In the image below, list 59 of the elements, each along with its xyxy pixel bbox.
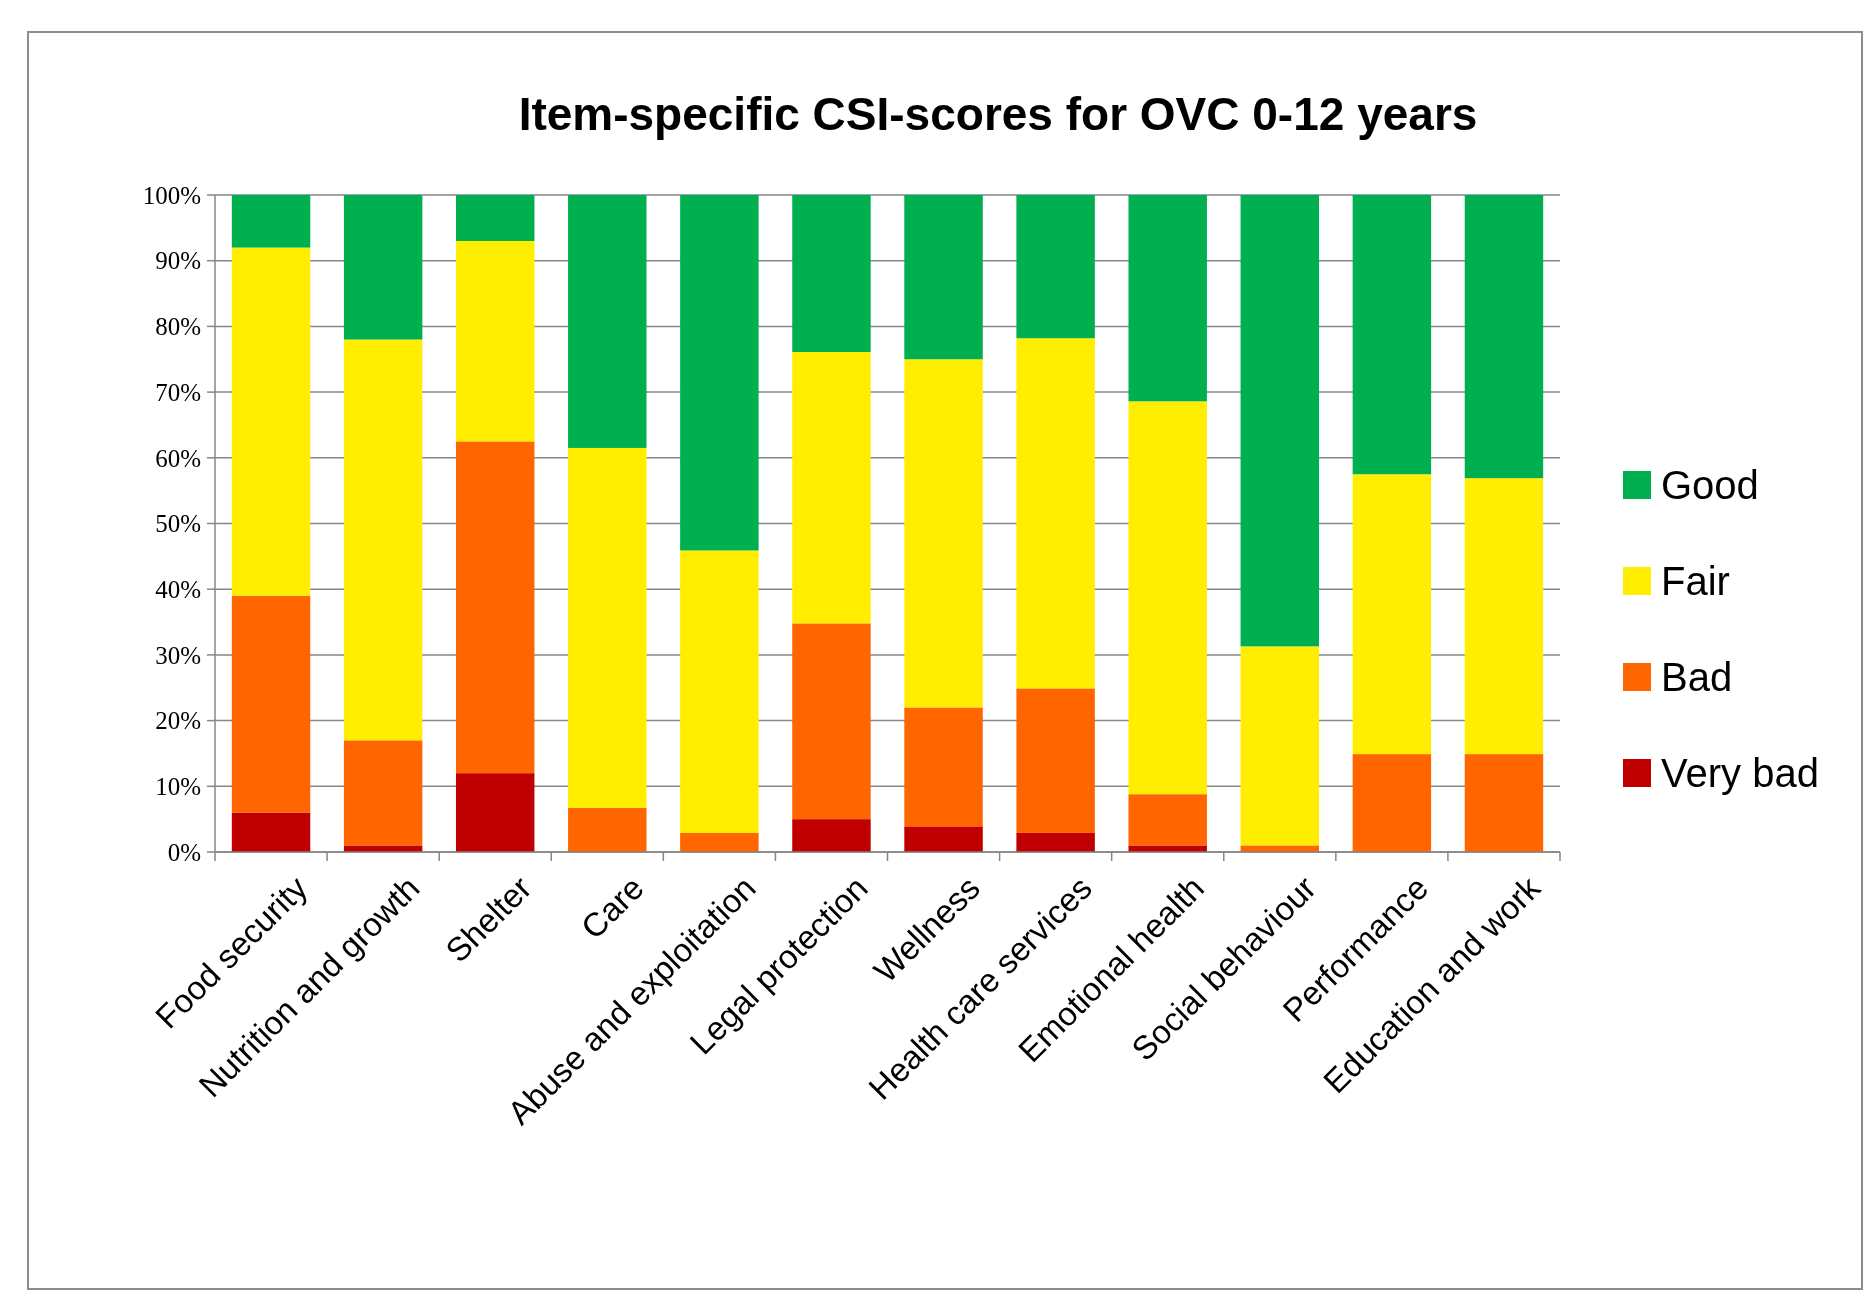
bar xyxy=(455,441,535,774)
bar xyxy=(455,773,535,852)
bar xyxy=(1016,688,1095,833)
bar xyxy=(792,195,871,353)
bar xyxy=(343,339,423,741)
bar xyxy=(792,623,871,820)
bar xyxy=(231,812,311,852)
y-tick-label: 0% xyxy=(167,838,201,866)
bar xyxy=(231,595,311,813)
bar xyxy=(1128,794,1207,846)
bar xyxy=(455,240,535,442)
bar xyxy=(1016,832,1095,852)
bar xyxy=(904,359,983,708)
bar xyxy=(792,352,871,624)
bar xyxy=(1352,195,1432,475)
y-tick-label: 50% xyxy=(155,510,201,538)
bar xyxy=(1240,845,1320,852)
bar xyxy=(1464,195,1544,479)
y-tick-label: 80% xyxy=(155,313,201,341)
legend-label: Very bad xyxy=(1661,751,1819,795)
bar xyxy=(680,832,759,852)
y-tick-label: 30% xyxy=(155,641,201,669)
bar xyxy=(904,195,983,360)
bar xyxy=(343,195,423,340)
bar xyxy=(904,826,983,852)
bar xyxy=(1464,754,1544,852)
y-tick-label: 70% xyxy=(155,378,201,406)
bar xyxy=(904,707,983,827)
y-tick-label: 20% xyxy=(155,707,201,735)
bar xyxy=(568,807,647,852)
bar xyxy=(1352,474,1432,755)
bar xyxy=(1240,646,1320,846)
bar xyxy=(1016,195,1095,339)
bar xyxy=(1464,478,1544,755)
bar xyxy=(792,819,871,852)
legend-label: Bad xyxy=(1661,655,1733,699)
y-tick-label: 90% xyxy=(155,247,201,275)
y-tick-label: 60% xyxy=(155,444,201,472)
bar xyxy=(1352,754,1432,852)
bar xyxy=(1128,195,1207,402)
bar xyxy=(1240,195,1320,647)
bar xyxy=(1128,401,1207,795)
bar xyxy=(1128,845,1207,852)
y-tick-label: 10% xyxy=(155,773,201,801)
chart-title: Item-specific CSI-scores for OVC 0-12 years xyxy=(518,88,1478,140)
legend-label: Good xyxy=(1661,463,1759,507)
bar xyxy=(343,740,423,846)
bar xyxy=(231,247,311,596)
bar xyxy=(343,845,423,852)
bar xyxy=(568,195,647,448)
bar xyxy=(568,447,647,808)
bar xyxy=(680,550,759,833)
y-tick-label: 40% xyxy=(155,575,201,603)
bar xyxy=(231,195,311,248)
legend-label: Fair xyxy=(1661,559,1730,603)
bar xyxy=(455,195,535,241)
y-tick-label: 100% xyxy=(142,181,201,209)
bar xyxy=(680,195,759,551)
bar xyxy=(1016,338,1095,689)
